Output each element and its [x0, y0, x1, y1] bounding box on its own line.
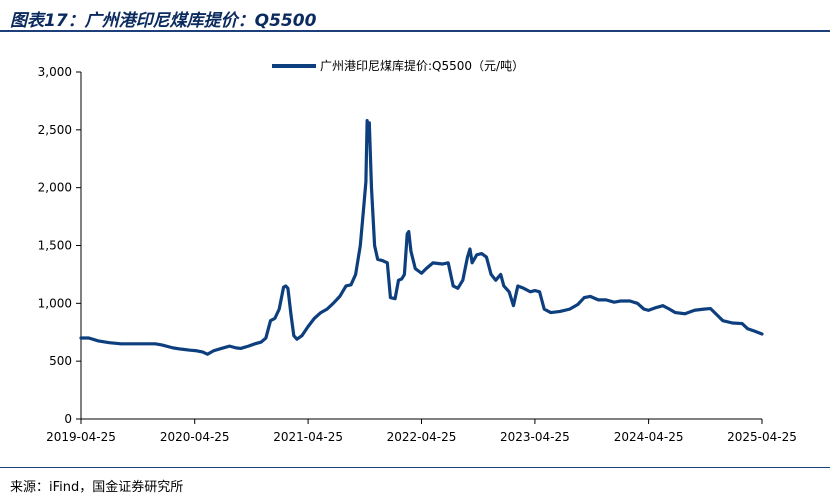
footer-divider [0, 467, 830, 468]
legend: 广州港印尼煤库提价:Q5500（元/吨） [272, 58, 524, 73]
legend-label: 广州港印尼煤库提价:Q5500（元/吨） [320, 58, 524, 73]
x-tick-label: 2021-04-25 [273, 430, 343, 444]
y-tick-label: 0 [64, 412, 72, 426]
y-tick-label: 2,000 [38, 181, 72, 195]
x-tick-label: 2019-04-25 [46, 430, 116, 444]
title-divider [0, 30, 830, 32]
figure-title: 图表17：广州港印尼煤库提价：Q5500 [10, 11, 317, 31]
y-tick-label: 2,500 [38, 123, 72, 137]
y-tick-label: 1,000 [38, 296, 72, 310]
x-tick-label: 2023-04-25 [500, 430, 570, 444]
source-note: 来源：iFind，国金证券研究所 [10, 480, 184, 495]
series-line [79, 118, 764, 356]
series-layer [79, 118, 764, 356]
x-tick-label: 2025-04-25 [727, 430, 797, 444]
y-tick-label: 500 [49, 354, 72, 368]
y-tick-label: 1,500 [38, 239, 72, 253]
x-tick-label: 2022-04-25 [387, 430, 457, 444]
axes: 0 500 1,000 1,500 2,000 2,500 3,000 2019-04-25 2… [38, 65, 797, 444]
y-tick-label: 3,000 [38, 65, 72, 79]
x-tick-label: 2020-04-25 [160, 430, 230, 444]
x-tick-label: 2024-04-25 [614, 430, 684, 444]
